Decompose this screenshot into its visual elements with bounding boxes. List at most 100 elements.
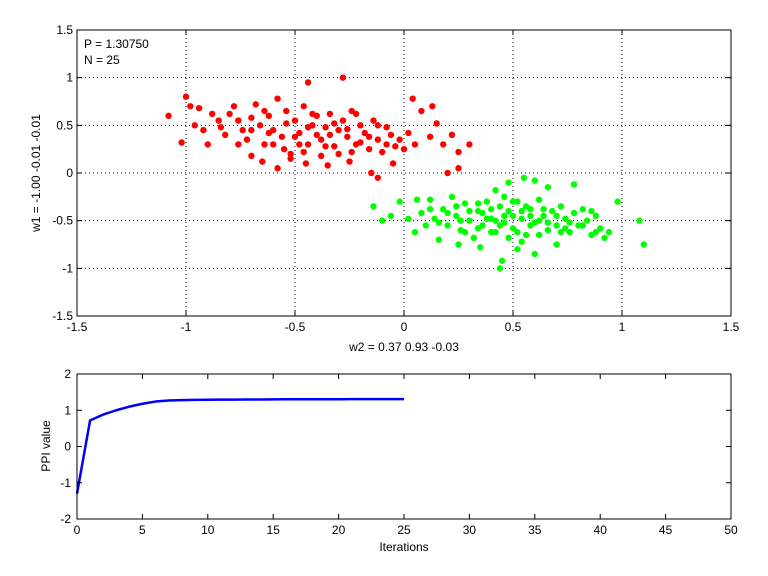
ppi-x-tick-label: 30 xyxy=(463,523,477,537)
red-cluster-point xyxy=(235,117,242,124)
green-cluster-point xyxy=(470,234,477,242)
green-cluster-point xyxy=(636,217,643,224)
red-cluster-point xyxy=(387,131,395,139)
red-cluster-point xyxy=(344,133,351,140)
red-cluster-point xyxy=(230,103,238,110)
ppi-x-tick-label: 10 xyxy=(201,523,215,537)
red-cluster-point xyxy=(324,162,331,169)
red-cluster-point xyxy=(248,126,255,134)
green-cluster-point xyxy=(501,193,508,201)
red-cluster-point xyxy=(374,136,382,143)
red-cluster-point xyxy=(265,129,273,137)
scatter-x-tick-label: 0 xyxy=(401,320,408,334)
green-cluster-point xyxy=(566,228,573,236)
red-cluster-point xyxy=(374,174,382,181)
green-cluster-point xyxy=(405,215,412,222)
scatter-y-tick-label: 1.5 xyxy=(56,23,73,37)
green-cluster-point xyxy=(544,227,552,234)
scatter-y-tick-label: 0 xyxy=(66,166,73,180)
red-cluster-point xyxy=(411,141,419,148)
red-cluster-point xyxy=(335,150,342,158)
red-cluster-point xyxy=(243,136,251,143)
green-cluster-point xyxy=(597,225,604,232)
red-cluster-point xyxy=(217,124,225,131)
red-cluster-point xyxy=(226,110,233,118)
green-cluster-point xyxy=(562,215,569,222)
red-cluster-point xyxy=(357,122,364,129)
green-cluster-point xyxy=(505,179,512,186)
green-cluster-point xyxy=(461,228,469,236)
scatter-x-tick-label: 1 xyxy=(619,320,626,334)
red-cluster-point xyxy=(361,129,368,137)
green-cluster-point xyxy=(544,219,552,226)
ppi-y-tick-label: -2 xyxy=(60,512,71,526)
green-cluster-point xyxy=(457,217,464,224)
red-cluster-point xyxy=(283,107,290,115)
ppi-y-tick-label: 2 xyxy=(64,367,71,381)
green-cluster-point xyxy=(570,181,578,188)
green-cluster-point xyxy=(466,207,473,215)
red-cluster-point xyxy=(222,131,229,139)
green-cluster-point xyxy=(614,198,621,205)
ppi-y-tick-label: 1 xyxy=(64,403,71,417)
green-cluster-point xyxy=(522,203,530,210)
scatter-y-tick-label: 1 xyxy=(66,71,73,85)
green-cluster-point xyxy=(553,212,560,220)
red-cluster-point xyxy=(433,120,440,127)
green-cluster-point xyxy=(426,196,434,203)
green-cluster-point xyxy=(444,209,451,217)
annotation-p-value: P = 1.30750 xyxy=(84,37,149,51)
ppi-x-tick-label: 50 xyxy=(724,523,738,537)
green-cluster-point xyxy=(370,203,377,210)
red-cluster-point xyxy=(278,133,286,140)
red-cluster-point xyxy=(400,145,408,153)
scatter-x-tick-label: -0.5 xyxy=(285,320,306,334)
green-cluster-point xyxy=(479,209,486,217)
green-cluster-point xyxy=(531,177,538,184)
red-cluster-point xyxy=(317,136,325,143)
ppi-x-tick-label: 35 xyxy=(528,523,542,537)
red-cluster-point xyxy=(182,93,190,100)
green-cluster-point xyxy=(501,212,508,220)
green-cluster-point xyxy=(518,238,525,245)
red-cluster-point xyxy=(374,122,382,129)
ppi-x-tick-label: 15 xyxy=(267,523,281,537)
red-cluster-point xyxy=(191,122,198,129)
red-cluster-point xyxy=(405,129,412,137)
green-cluster-point xyxy=(640,241,647,248)
green-cluster-point xyxy=(492,186,499,194)
red-cluster-point xyxy=(204,141,211,148)
green-cluster-point xyxy=(579,222,586,229)
red-cluster-point xyxy=(302,160,310,167)
red-cluster-point xyxy=(348,148,355,156)
red-cluster-point xyxy=(265,112,273,120)
green-cluster-point xyxy=(509,212,517,220)
red-cluster-point xyxy=(322,124,329,131)
scatter-y-tick-label: -1 xyxy=(62,261,73,275)
green-cluster-point xyxy=(505,207,512,215)
green-cluster-point xyxy=(549,207,556,215)
ppi-axes: 0 5 10 15 20 25 30 35 40 45 50 -2 -1 0 1 2 Iterations P… xyxy=(39,367,738,554)
red-cluster-point xyxy=(256,122,264,129)
green-cluster-point xyxy=(448,193,456,201)
scatter-y-axis-label: w1 = -1.00 -0.01 -0.01 xyxy=(29,114,43,233)
green-cluster-point xyxy=(540,206,547,213)
red-cluster-point xyxy=(195,104,203,112)
green-cluster-point xyxy=(535,196,543,203)
green-cluster-point xyxy=(531,250,538,258)
red-cluster-point xyxy=(261,107,268,115)
green-cluster-point xyxy=(455,241,462,248)
red-cluster-point xyxy=(346,158,353,165)
green-cluster-point xyxy=(387,212,395,220)
green-cluster-point xyxy=(592,212,600,220)
red-cluster-point xyxy=(300,103,307,110)
red-cluster-point xyxy=(304,79,312,86)
red-cluster-point xyxy=(239,126,246,134)
scatter-x-axis-label: w2 = 0.37 0.93 -0.03 xyxy=(348,340,459,354)
red-cluster-point xyxy=(187,103,194,110)
scatter-x-tick-label: -1 xyxy=(181,320,192,334)
green-cluster-point xyxy=(553,222,560,229)
ppi-y-tick-label: 0 xyxy=(64,440,71,454)
red-cluster-point xyxy=(444,169,451,177)
red-cluster-point xyxy=(322,143,329,150)
